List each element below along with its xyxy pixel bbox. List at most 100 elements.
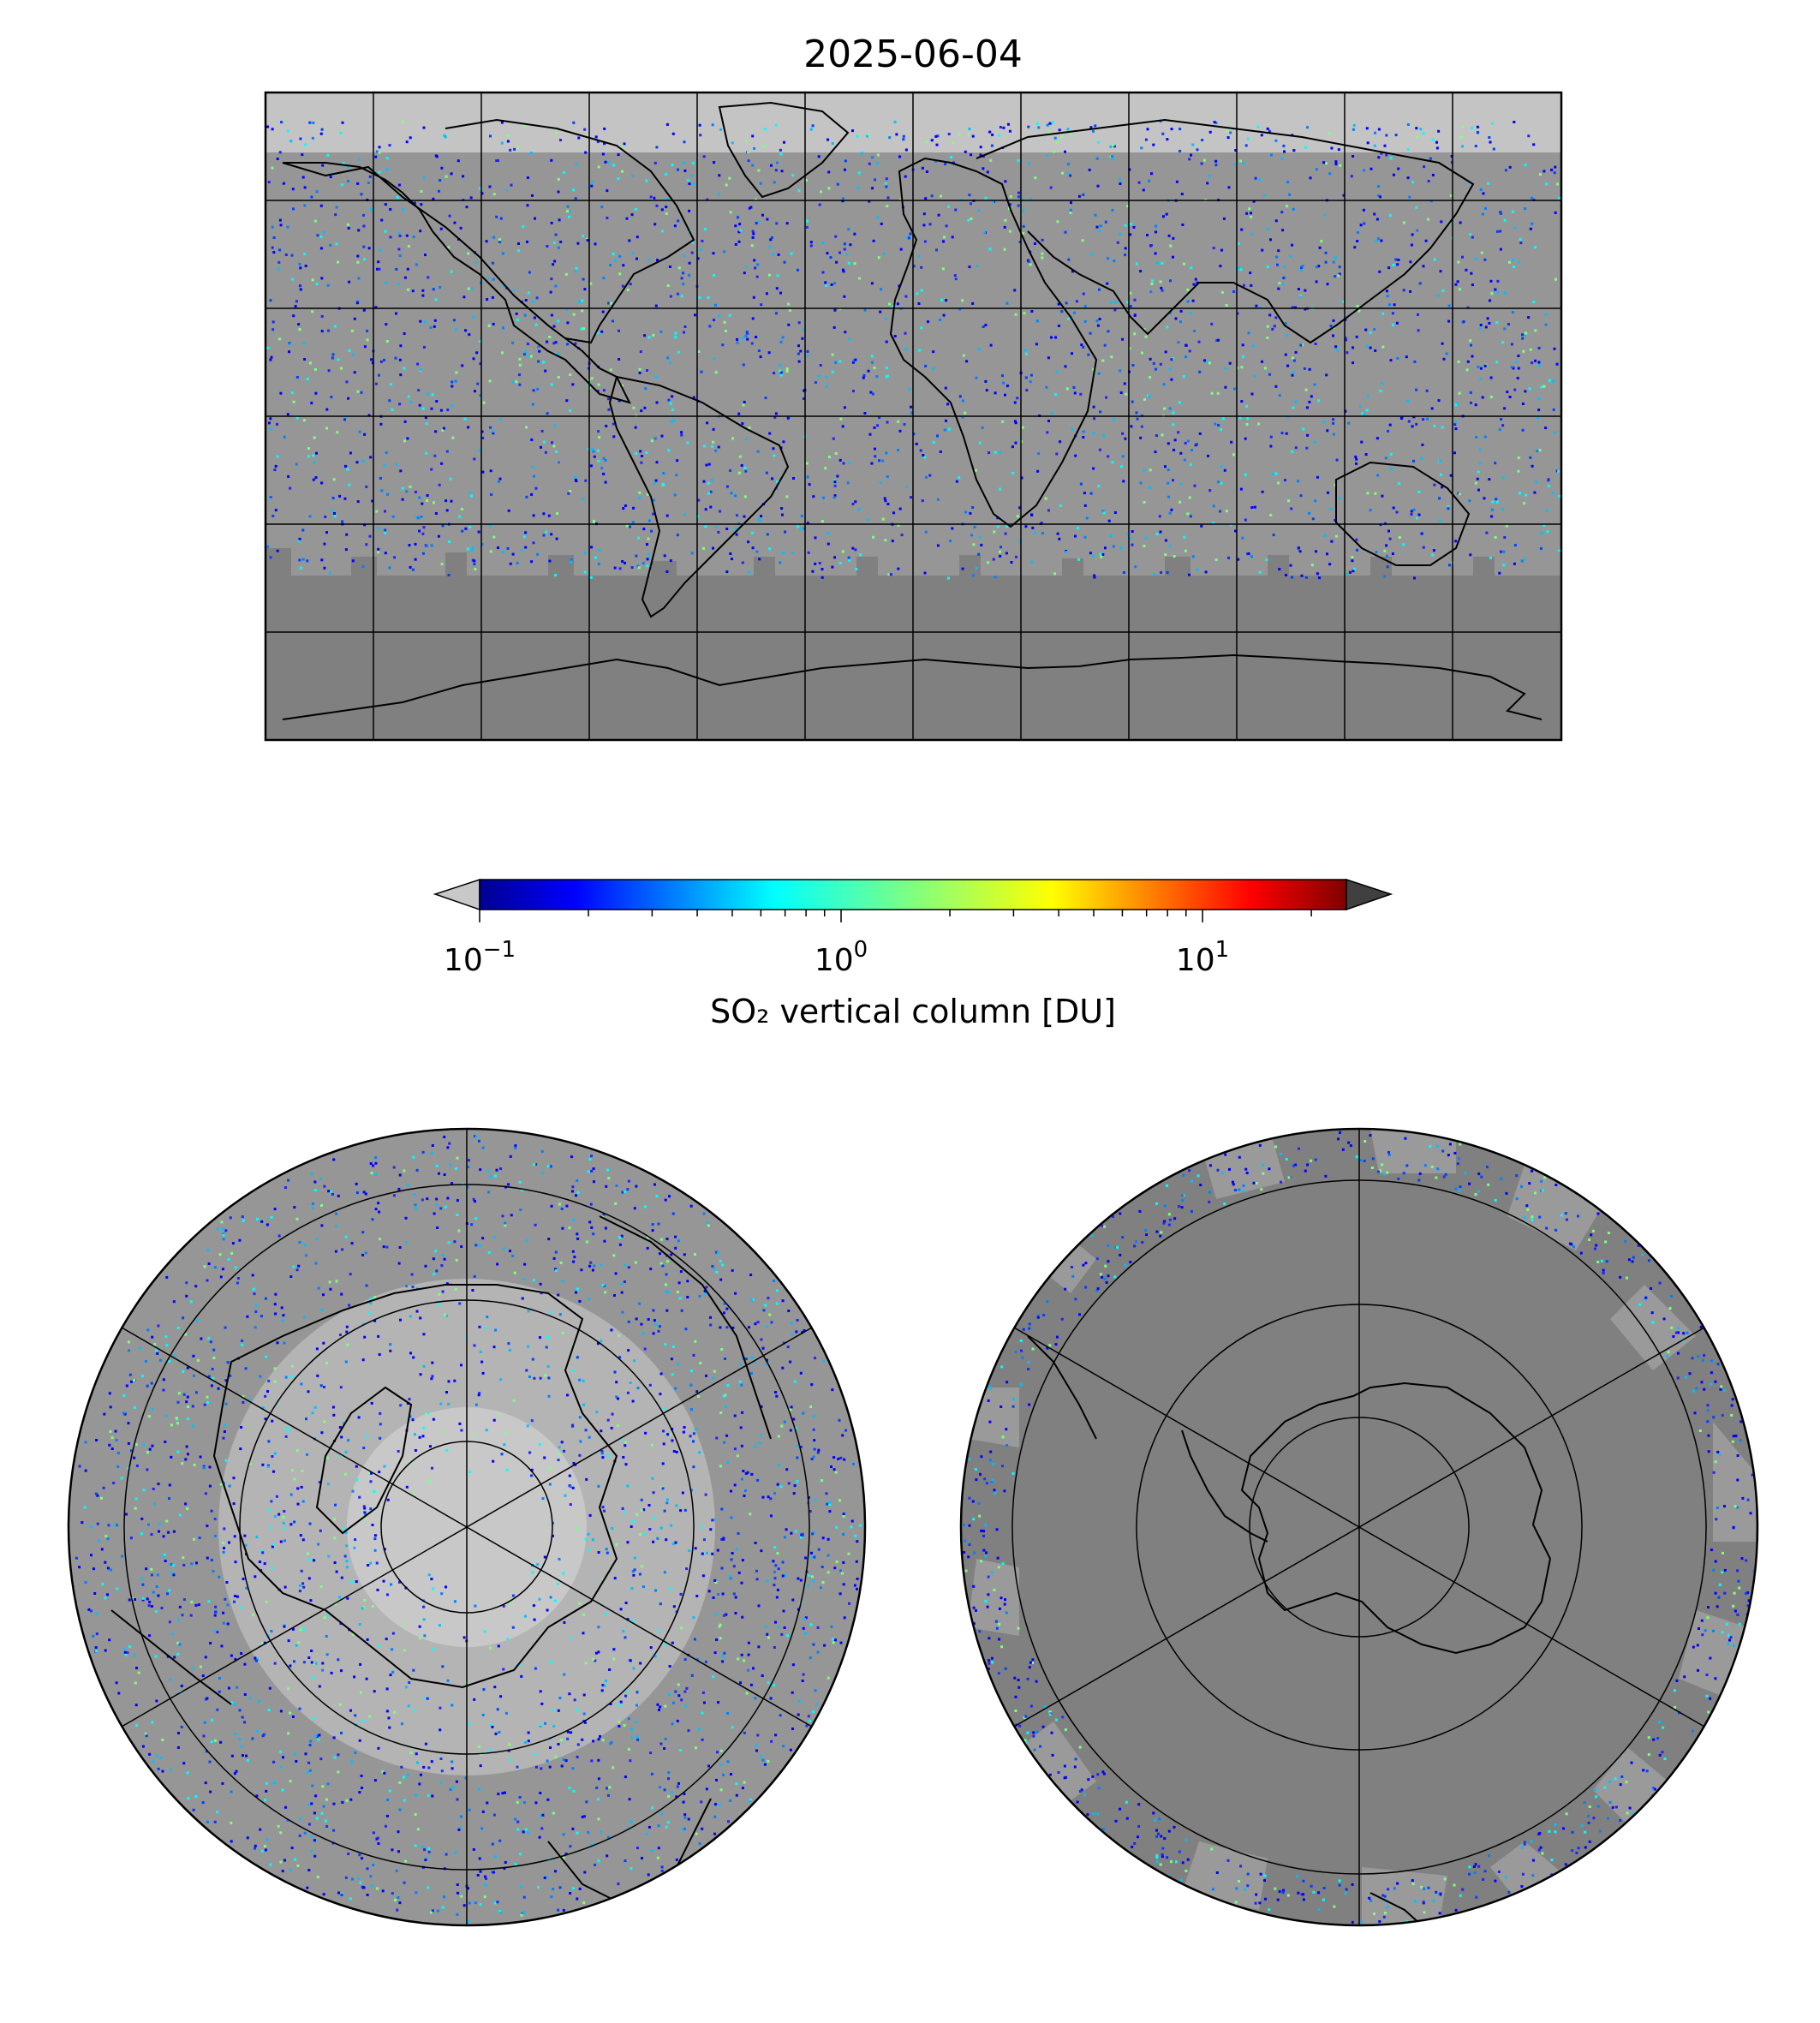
so2-pixel	[429, 326, 433, 329]
so2-pixel	[1188, 573, 1190, 576]
so2-pixel	[710, 479, 713, 481]
so2-pixel	[1065, 551, 1068, 554]
so2-pixel	[539, 1723, 542, 1727]
so2-pixel	[751, 164, 755, 167]
so2-pixel	[587, 1170, 590, 1173]
so2-pixel	[1488, 478, 1491, 481]
so2-pixel	[207, 1600, 211, 1603]
so2-pixel	[779, 148, 782, 152]
so2-pixel	[683, 1508, 687, 1512]
so2-pixel	[790, 1322, 793, 1325]
so2-pixel	[1411, 233, 1414, 236]
so2-pixel	[584, 1429, 588, 1432]
so2-pixel	[554, 1269, 558, 1272]
so2-pixel	[418, 1435, 421, 1439]
so2-pixel	[617, 177, 620, 181]
so2-pixel	[660, 1870, 664, 1872]
so2-pixel	[834, 1638, 837, 1642]
so2-pixel	[1144, 536, 1148, 540]
so2-pixel	[1220, 290, 1224, 294]
so2-pixel	[1501, 341, 1505, 344]
so2-pixel	[384, 531, 386, 534]
so2-pixel	[385, 1710, 389, 1713]
so2-pixel	[1299, 494, 1303, 498]
so2-pixel	[236, 1277, 240, 1280]
so2-pixel	[988, 1662, 991, 1665]
so2-pixel	[1389, 468, 1393, 471]
so2-pixel	[291, 277, 295, 281]
so2-pixel	[298, 284, 301, 288]
so2-pixel	[566, 1730, 570, 1734]
so2-pixel	[242, 1219, 245, 1222]
so2-pixel	[1402, 543, 1405, 546]
so2-pixel	[1172, 255, 1174, 259]
so2-pixel	[542, 512, 546, 516]
so2-pixel	[518, 383, 522, 386]
so2-pixel	[445, 1853, 448, 1856]
so2-pixel	[1089, 552, 1092, 555]
so2-pixel	[828, 1503, 832, 1507]
so2-pixel	[1153, 572, 1156, 576]
so2-pixel	[454, 1287, 457, 1291]
so2-pixel	[1498, 428, 1501, 432]
so2-pixel	[606, 1787, 608, 1790]
so2-pixel	[546, 412, 549, 415]
so2-pixel	[754, 266, 757, 270]
so2-pixel	[464, 329, 468, 332]
so2-pixel	[876, 424, 880, 427]
so2-pixel	[769, 1697, 773, 1700]
so2-pixel	[339, 1386, 343, 1389]
so2-pixel	[554, 233, 558, 236]
so2-pixel	[1095, 225, 1099, 229]
so2-pixel	[511, 341, 514, 344]
so2-pixel	[405, 490, 409, 493]
so2-pixel	[557, 1459, 560, 1462]
so2-pixel	[586, 238, 589, 242]
so2-pixel	[413, 1193, 416, 1196]
so2-pixel	[1469, 391, 1472, 394]
so2-pixel	[1124, 437, 1127, 440]
so2-pixel	[825, 376, 828, 379]
so2-pixel	[740, 1653, 743, 1656]
so2-pixel	[315, 283, 319, 286]
so2-pixel	[547, 1394, 551, 1398]
so2-pixel	[1412, 415, 1416, 419]
so2-pixel	[787, 323, 791, 326]
so2-pixel	[1338, 497, 1341, 500]
so2-pixel	[1164, 539, 1167, 542]
so2-pixel	[757, 1604, 761, 1608]
so2-pixel	[773, 1584, 776, 1587]
so2-pixel	[1162, 215, 1165, 218]
so2-pixel	[558, 1886, 562, 1889]
so2-pixel	[695, 1832, 698, 1835]
so2-pixel	[624, 1441, 628, 1444]
so2-pixel	[1255, 1893, 1258, 1896]
so2-pixel	[1528, 387, 1531, 391]
so2-pixel	[624, 1602, 628, 1604]
so2-pixel	[539, 1376, 542, 1380]
so2-pixel	[1179, 401, 1181, 404]
so2-pixel	[355, 1191, 359, 1195]
so2-pixel	[1217, 423, 1220, 427]
so2-pixel	[227, 1686, 230, 1690]
so2-pixel	[311, 1202, 314, 1205]
so2-pixel	[1059, 504, 1062, 507]
so2-pixel	[307, 1656, 311, 1659]
so2-pixel	[1234, 529, 1237, 533]
so2-pixel	[221, 1268, 224, 1271]
so2-pixel	[213, 1614, 217, 1617]
so2-pixel	[301, 1469, 304, 1472]
so2-pixel	[292, 314, 295, 318]
so2-pixel	[277, 267, 280, 271]
so2-pixel	[361, 1358, 365, 1362]
so2-pixel	[185, 1400, 188, 1404]
so2-pixel	[431, 1794, 434, 1798]
so2-pixel	[665, 1273, 668, 1276]
so2-pixel	[326, 1614, 330, 1617]
so2-pixel	[853, 262, 856, 266]
so2-pixel	[1288, 193, 1292, 196]
so2-pixel	[460, 1245, 463, 1248]
so2-pixel	[1306, 433, 1310, 437]
so2-pixel	[325, 408, 329, 411]
so2-pixel	[1477, 470, 1480, 474]
